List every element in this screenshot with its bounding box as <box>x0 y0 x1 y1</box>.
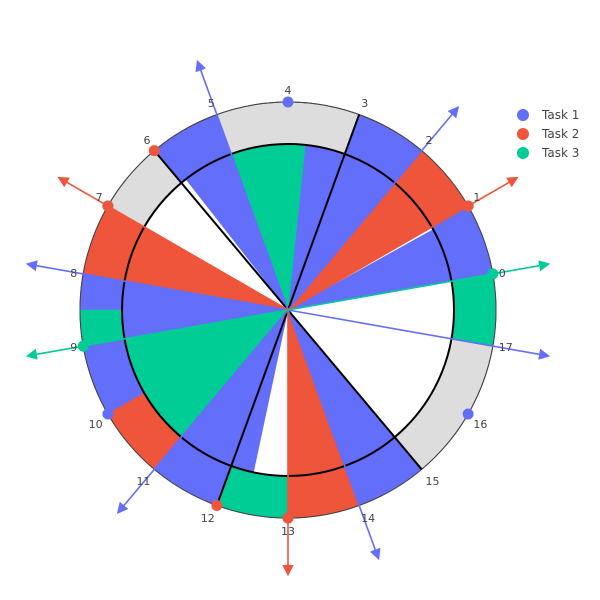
angular-tick-17: 17 <box>499 341 513 354</box>
sector-boundary-2 <box>215 309 289 506</box>
arrow-layer <box>25 59 551 577</box>
arrow-series0-1 <box>195 59 289 311</box>
point-series0-3 <box>102 408 114 420</box>
point-series1-3 <box>211 499 223 511</box>
point-series1-1 <box>148 145 160 157</box>
angular-tick-8: 8 <box>70 267 77 280</box>
legend: Task 1 Task 2 Task 3 <box>517 108 579 160</box>
point-series1-4 <box>282 512 294 524</box>
point-series2-1 <box>77 340 89 352</box>
arrow-series2-1 <box>25 309 289 360</box>
arrow-series0-2 <box>25 260 289 311</box>
sector-boundary-1 <box>153 150 289 311</box>
angular-tick-2: 2 <box>426 134 433 147</box>
arrow-series1-1 <box>57 176 289 311</box>
point-series2-0 <box>487 268 499 280</box>
angular-tick-16: 16 <box>473 418 487 431</box>
angular-tick-11: 11 <box>136 475 150 488</box>
legend-swatch-0 <box>517 109 529 121</box>
angular-tick-3: 3 <box>361 97 368 110</box>
angular-tick-12: 12 <box>201 512 215 525</box>
arrow-series0-3 <box>116 309 289 514</box>
angular-tick-9: 9 <box>70 341 77 354</box>
angular-tick-7: 7 <box>96 191 103 204</box>
arrow-series1-0 <box>287 176 519 311</box>
angular-tick-4: 4 <box>285 84 292 97</box>
arrow-series0-0 <box>287 106 460 311</box>
angular-tick-14: 14 <box>361 512 375 525</box>
arrow-series0-5 <box>287 309 551 360</box>
angular-tick-5: 5 <box>208 97 215 110</box>
legend-label-2: Task 3 <box>541 146 579 160</box>
legend-label-0: Task 1 <box>541 108 579 122</box>
point-series0-5 <box>462 408 474 420</box>
legend-label-1: Task 2 <box>541 127 579 141</box>
point-series1-0 <box>462 200 474 212</box>
sector-boundary-0 <box>287 114 361 311</box>
sector-boundary-3 <box>287 309 423 470</box>
angular-tick-6: 6 <box>143 134 150 147</box>
arrow-series2-0 <box>287 260 551 311</box>
angular-tick-15: 15 <box>426 475 440 488</box>
angular-tick-1: 1 <box>473 191 480 204</box>
angular-tick-0: 0 <box>499 267 506 280</box>
arrow-series0-4 <box>287 309 381 561</box>
ring-segment-series2-0 <box>451 273 497 347</box>
angular-tick-13: 13 <box>281 525 295 538</box>
angular-tick-10: 10 <box>89 418 103 431</box>
legend-swatch-1 <box>517 128 529 140</box>
legend-swatch-2 <box>517 147 529 159</box>
point-series0-1 <box>282 96 294 108</box>
marker-layer <box>77 96 499 524</box>
point-series1-2 <box>102 200 114 212</box>
